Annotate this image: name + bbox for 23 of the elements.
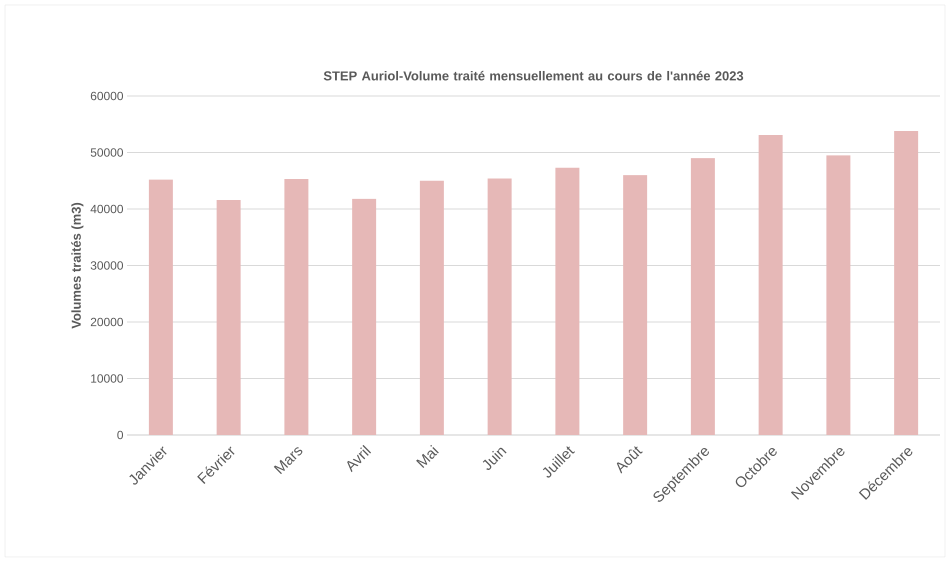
bar [284, 179, 308, 435]
x-tick-label: Mai [416, 444, 439, 468]
y-tick-label: 60000 [90, 92, 124, 100]
y-tick-label: 0 [117, 430, 124, 440]
bar [216, 200, 241, 435]
bar [148, 180, 173, 435]
y-axis-title: Volumes traités (m3) [71, 202, 84, 329]
y-tick-label: 20000 [90, 318, 124, 326]
bar [894, 131, 918, 435]
chart-title: STEP Auriol-Volume traité mensuellement au cours de l'année 2023 [324, 70, 744, 80]
y-tick-label: 40000 [90, 204, 124, 214]
bar [352, 198, 376, 435]
y-tick-label: 30000 [90, 261, 124, 270]
bar [690, 158, 715, 435]
bar [555, 168, 580, 435]
y-tick-label: 50000 [90, 148, 124, 157]
x-tick-label: Juin [482, 448, 507, 470]
y-tick-label: 10000 [91, 374, 124, 383]
bar [826, 155, 850, 435]
bar [488, 178, 512, 435]
bar [758, 134, 783, 435]
bar [623, 175, 648, 435]
bar [420, 180, 444, 435]
